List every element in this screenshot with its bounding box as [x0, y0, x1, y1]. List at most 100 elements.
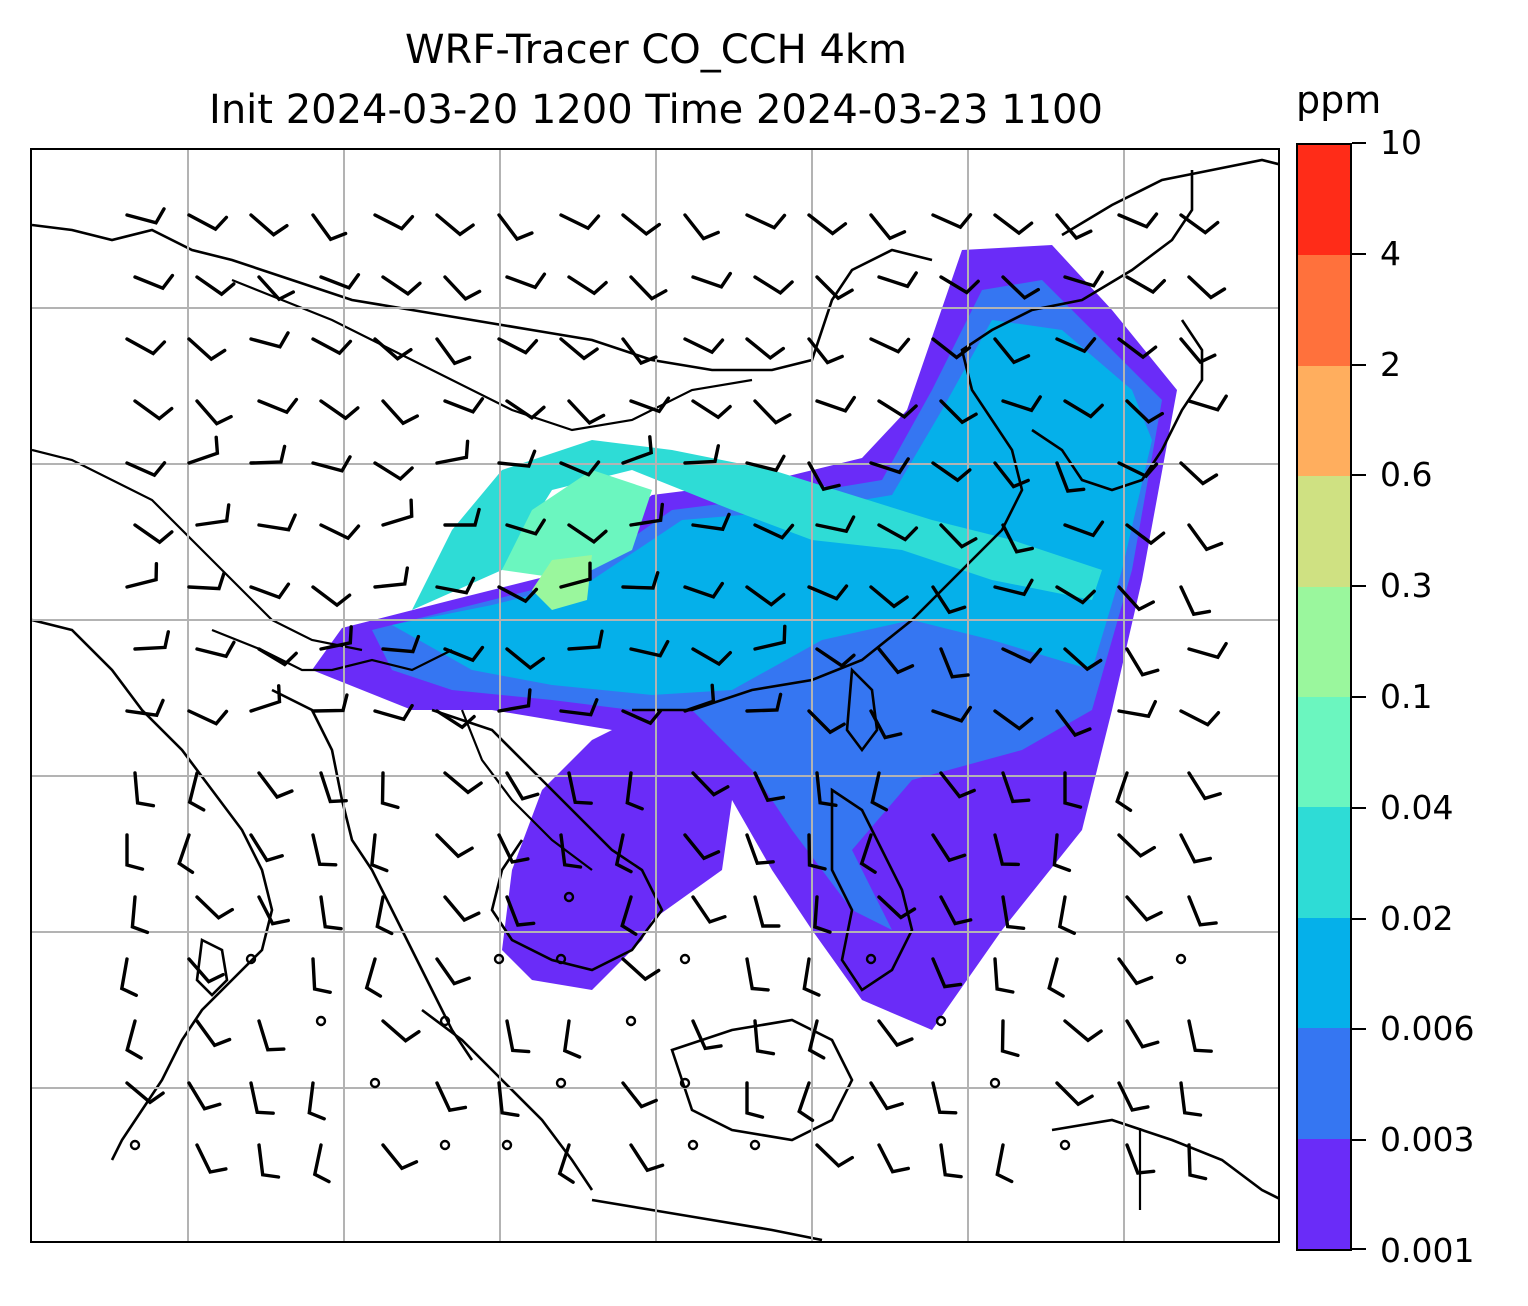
- wind-barb: [621, 435, 654, 465]
- wind-barb: [567, 523, 608, 544]
- wind-barb: [869, 213, 907, 241]
- plume-level-5: [502, 470, 652, 580]
- gridlines: [32, 150, 1278, 1241]
- wind-barbs: [119, 207, 1228, 1184]
- wind-barb: [257, 771, 294, 800]
- wind-barb: [1187, 641, 1228, 660]
- wind-barb: [1055, 213, 1093, 241]
- wind-barb-calm: [1059, 1139, 1071, 1151]
- wind-barb: [125, 1019, 143, 1060]
- wind-barb: [1117, 833, 1156, 858]
- wind-barb: [745, 1081, 765, 1119]
- wind-barb: [691, 271, 732, 289]
- wind-barb: [133, 273, 175, 291]
- wind-barb: [1063, 399, 1104, 419]
- wind-barb: [1001, 523, 1034, 554]
- wind-barb: [257, 397, 299, 415]
- wind-barb: [319, 895, 343, 931]
- wind-barb: [497, 337, 539, 355]
- colorbar-segment: [1298, 586, 1350, 697]
- wind-barb-calm: [865, 953, 877, 965]
- wind-barb: [1117, 957, 1154, 986]
- wind-barb: [312, 1143, 331, 1184]
- wind-barb: [249, 582, 291, 600]
- colorbar-tick-label: 0.006: [1380, 1009, 1475, 1049]
- wind-barb: [443, 645, 485, 663]
- wind-barb: [1063, 771, 1083, 809]
- wind-barb: [125, 562, 159, 589]
- wind-barb: [745, 585, 786, 607]
- wind-barb: [319, 771, 348, 804]
- wind-barb: [1057, 895, 1076, 935]
- wind-barb: [1055, 461, 1086, 493]
- wind-barb: [257, 275, 295, 302]
- wind-barb: [931, 833, 967, 863]
- map-title-line2: Init 2024-03-20 1200 Time 2024-03-23 110…: [209, 87, 1103, 133]
- wind-barb: [993, 578, 1034, 597]
- wind-barb: [125, 461, 167, 478]
- wind-barb: [559, 213, 601, 231]
- wind-barb-calm: [493, 953, 505, 965]
- wind-barb: [691, 1019, 723, 1051]
- wind-barb: [187, 1081, 222, 1111]
- wind-barb: [1055, 709, 1092, 738]
- wind-barb: [753, 771, 786, 803]
- wind-barb: [567, 275, 608, 296]
- colorbar-tick-mark: [1352, 1248, 1366, 1250]
- coastline-taiwan: [845, 667, 879, 753]
- wind-barb: [187, 435, 220, 465]
- wind-barb: [381, 399, 419, 426]
- colorbar-tick-mark: [1352, 142, 1366, 144]
- wind-barb: [249, 331, 290, 349]
- wind-barb: [931, 957, 963, 989]
- wind-barb: [319, 399, 360, 421]
- wind-barb: [859, 833, 877, 874]
- wind-barb-calm: [687, 1139, 699, 1151]
- wind-barb: [497, 449, 537, 468]
- wind-barb: [939, 275, 980, 295]
- wind-barb: [815, 395, 856, 413]
- wind-barb-calm: [555, 953, 567, 965]
- wind-barb-calm: [679, 1077, 691, 1089]
- wind-barb: [133, 630, 170, 651]
- wind-barb-calm: [245, 953, 257, 965]
- wind-barb: [939, 523, 978, 549]
- wind-barb: [373, 566, 409, 589]
- wind-barb: [807, 213, 848, 236]
- wind-barb: [877, 647, 915, 675]
- colorbar-tick-mark: [1352, 917, 1366, 920]
- colorbar-tick-label: 0.1: [1380, 677, 1433, 716]
- coastline-north: [32, 223, 933, 372]
- wind-barb: [505, 771, 540, 801]
- wind-barb: [993, 337, 1031, 365]
- wind-barb-calm: [1175, 953, 1187, 965]
- wind-barb: [505, 399, 546, 420]
- border-west: [32, 448, 363, 652]
- wind-barb: [621, 709, 663, 726]
- wind-barb: [130, 895, 150, 935]
- wind-barb: [683, 444, 720, 465]
- colorbar-tick-label: 10: [1380, 123, 1422, 162]
- wind-barb: [815, 275, 854, 301]
- wind-barb-calm: [625, 1015, 637, 1027]
- wind-barb: [939, 895, 973, 926]
- wind-barb: [877, 271, 918, 289]
- wind-barb: [562, 1019, 582, 1059]
- wind-barb: [311, 337, 353, 356]
- colorbar-tick-label: 2: [1380, 344, 1401, 384]
- colorbar-segment: [1298, 696, 1350, 808]
- wind-barb: [373, 703, 414, 722]
- colorbar-tick-mark: [1352, 585, 1366, 588]
- wind-barb: [567, 771, 593, 805]
- wind-barb: [257, 647, 298, 667]
- wind-barb: [1117, 337, 1158, 360]
- wind-barb: [1179, 585, 1212, 617]
- wind-barb: [435, 957, 471, 986]
- wind-barb: [813, 895, 832, 934]
- wind-barb-calm: [563, 891, 575, 903]
- wind-barb: [807, 584, 849, 601]
- wind-barb: [505, 1019, 531, 1054]
- wind-barb: [177, 833, 195, 874]
- wind-barb: [995, 1143, 1014, 1184]
- wind-barb: [1063, 270, 1104, 288]
